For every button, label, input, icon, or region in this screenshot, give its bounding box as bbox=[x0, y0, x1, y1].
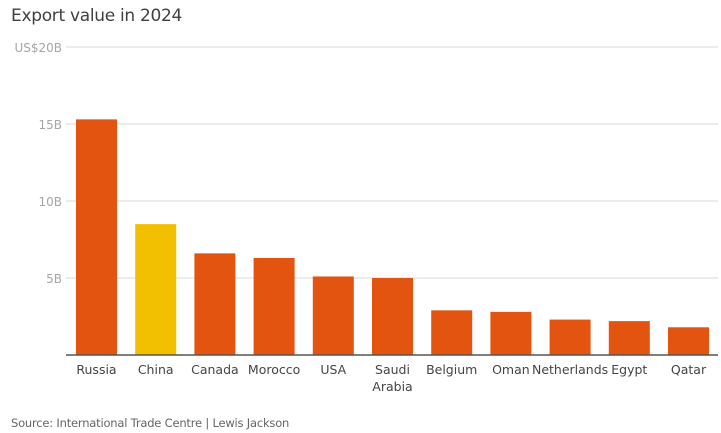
x-tick-label: USA bbox=[320, 362, 346, 377]
y-tick-label: 10B bbox=[38, 195, 62, 209]
bar-oman bbox=[490, 311, 532, 355]
bar-qatar bbox=[668, 327, 709, 355]
x-tick-label: Qatar bbox=[671, 362, 707, 377]
bar-saudi-arabia bbox=[372, 278, 413, 355]
bar-usa bbox=[312, 276, 354, 355]
bar-netherlands bbox=[549, 319, 591, 355]
chart-title: Export value in 2024 bbox=[11, 6, 183, 26]
x-tick-label: Oman bbox=[492, 362, 530, 377]
x-tick-label: Canada bbox=[191, 362, 239, 377]
source-note: Source: International Trade Centre | Lew… bbox=[11, 416, 290, 430]
x-tick-label: Belgium bbox=[426, 362, 477, 377]
bar-belgium bbox=[431, 310, 473, 355]
y-tick-label: 5B bbox=[46, 272, 62, 286]
bar-egypt bbox=[608, 321, 650, 355]
y-tick-label: 15B bbox=[38, 118, 62, 132]
bar-china bbox=[135, 224, 177, 355]
x-tick-label: China bbox=[138, 362, 174, 377]
x-tick-label: Morocco bbox=[248, 362, 300, 377]
x-tick-label: Netherlands bbox=[532, 362, 608, 377]
bar-russia bbox=[76, 119, 117, 355]
x-tick-label: Saudi Arabia bbox=[372, 362, 412, 394]
bar-morocco bbox=[253, 257, 295, 355]
x-tick-label: Egypt bbox=[611, 362, 647, 377]
bar-canada bbox=[194, 253, 236, 355]
x-tick-label: Russia bbox=[76, 362, 116, 377]
y-tick-label: US$20B bbox=[14, 41, 62, 55]
